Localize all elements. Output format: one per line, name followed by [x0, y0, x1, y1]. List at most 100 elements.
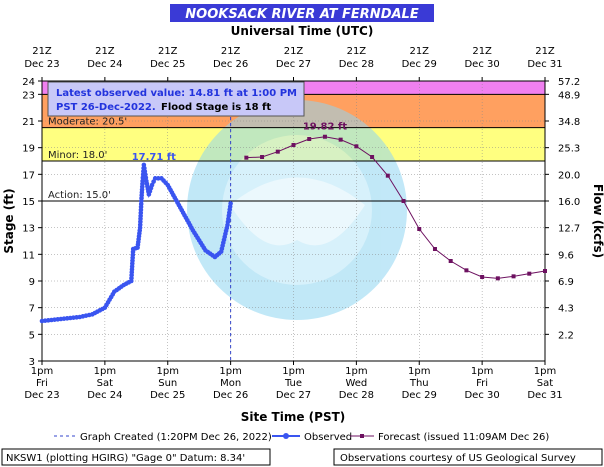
x-tick-label: Sun: [158, 378, 177, 389]
x-top-tick-label: Dec 31: [527, 59, 562, 70]
forecast-point: [354, 144, 359, 149]
flow-tick-label: 48.9: [558, 90, 580, 101]
footer-left-box: [1, 448, 271, 466]
forecast-point: [464, 268, 469, 273]
annotation-box: [47, 81, 305, 117]
forecast-point: [370, 155, 375, 159]
x-top-tick-label: Dec 24: [87, 59, 122, 70]
category-label-minor: Minor: 18.0': [48, 150, 107, 161]
x-top-tick-label: Dec 30: [464, 59, 499, 70]
y-tick-label: 7: [29, 304, 35, 315]
footer-right-box: [333, 448, 603, 466]
legend-forecast-marker: [360, 434, 364, 438]
chart-title: NOOKSACK RIVER AT FERNDALE: [185, 7, 419, 22]
forecast-point: [543, 269, 547, 273]
x-tick-label: 1pm: [157, 366, 179, 377]
x-tick-label: Dec 31: [527, 390, 562, 401]
flow-tick-label: 2.2: [558, 330, 574, 341]
forecast-point: [432, 247, 437, 251]
forecast-point: [527, 271, 532, 276]
latest-value-annotation: Latest observed value: 14.81 ft at 1:00 …: [47, 81, 305, 117]
observed-point: [152, 176, 158, 181]
noaa-watermark: [187, 100, 407, 320]
x-tick-label: 1pm: [282, 366, 304, 377]
x-tick-label: Dec 23: [24, 390, 59, 401]
flow-tick-label: 20.0: [558, 170, 580, 181]
footer: NKSW1 (plotting HGIRG) "Gage 0" Datum: 8…: [1, 448, 603, 466]
x-top-tick-label: Dec 28: [339, 59, 374, 70]
x-tick-label: Dec 27: [276, 390, 311, 401]
x-tick-label: 1pm: [534, 366, 556, 377]
title-banner: [170, 4, 434, 22]
x-top-tick-label: 21Z: [284, 46, 304, 57]
flow-tick-label: 9.6: [558, 250, 574, 261]
observed-point: [228, 201, 233, 206]
category-label-moderate: Moderate: 20.5': [48, 117, 127, 128]
observed-point: [156, 176, 161, 181]
x-top-tick-label: Dec 25: [150, 59, 185, 70]
y-tick-label: 21: [22, 117, 35, 128]
forecast-point: [401, 199, 406, 203]
forecast-point: [417, 227, 422, 231]
observed-series: [39, 162, 233, 324]
y-tick-labels: 3 5 7 9 11 13 15 17 19 21 23 24: [22, 77, 42, 368]
forecast-point: [338, 137, 343, 142]
forecast-point: [275, 149, 280, 154]
x-top-tick-label: 21Z: [32, 46, 52, 57]
x-tick-label: 1pm: [408, 366, 430, 377]
y-axis-title: Stage (ft): [2, 188, 16, 253]
x-top-tick-label: Dec 27: [276, 59, 311, 70]
x-tick-label: Dec 24: [87, 390, 122, 401]
x-tick-label: Wed: [345, 378, 367, 389]
forecast-series: [244, 134, 547, 281]
x-tick-label: 1pm: [345, 366, 367, 377]
forecast-peak-label: 19.82 ft: [303, 122, 347, 133]
y-tick-label: 9: [29, 277, 35, 288]
flow-tick-label: 25.3: [558, 144, 580, 155]
legend-forecast-label: Forecast (issued 11:09AM Dec 26): [378, 432, 549, 443]
flow-tick-label: 6.9: [558, 277, 574, 288]
footer-right-text: Observations courtesy of US Geological S…: [340, 453, 576, 464]
forecast-line: [246, 136, 546, 279]
annotation-line-2b: Flood Stage is 18 ft: [161, 102, 271, 113]
forecast-point: [260, 155, 265, 159]
forecast-point: [307, 137, 312, 141]
peak-annotations: 17.71 ft 19.82 ft: [132, 122, 348, 163]
legend-created-label: Graph Created (1:20PM Dec 26, 2022): [80, 432, 272, 443]
forecast-point: [448, 259, 453, 263]
x-tick-label: Fri: [476, 378, 488, 389]
forecast-point: [495, 276, 500, 281]
y-tick-label: 17: [22, 170, 35, 181]
x-top-tick-label: 21Z: [347, 46, 367, 57]
x-top-tick-label: 21Z: [409, 46, 429, 57]
flow-tick-label: 16.0: [558, 197, 580, 208]
observed-peak-label: 17.71 ft: [132, 152, 176, 163]
legend-observed-marker: [283, 433, 289, 439]
x-tick-label: Fri: [36, 378, 48, 389]
x-tick-label: Sat: [97, 378, 113, 389]
x-tick-label: 1pm: [31, 366, 53, 377]
x-tick-label: 1pm: [471, 366, 493, 377]
forecast-point: [385, 173, 390, 178]
x-top-tick-label: 21Z: [95, 46, 115, 57]
legend-observed-label: Observed: [304, 432, 352, 443]
x-tick-label: Dec 29: [402, 390, 437, 401]
y-tick-label: 15: [22, 197, 35, 208]
x-top-tick-label: 21Z: [472, 46, 492, 57]
y-tick-label: 11: [22, 250, 35, 261]
x-tick-label: 1pm: [94, 366, 116, 377]
forecast-point: [291, 143, 296, 147]
y-tick-label: 19: [22, 144, 35, 155]
x-top-tick-label: 21Z: [158, 46, 178, 57]
y-tick-label: 3: [29, 357, 35, 368]
x-top-tick-label: Dec 23: [24, 59, 59, 70]
y2-axis-title: Flow (kcfs): [591, 184, 604, 258]
forecast-point: [322, 134, 327, 139]
flow-tick-label: 57.2: [558, 77, 580, 88]
y-tick-label: 24: [22, 77, 35, 88]
x-tick-label: Dec 26: [213, 390, 248, 401]
x-tick-label: Dec 25: [150, 390, 185, 401]
x-tick-label: Thu: [409, 378, 429, 389]
flow-tick-labels: 57.2 48.9 34.8 25.3 20.0 16.0 12.7 9.6 6.9 4.3 2.2: [545, 77, 580, 341]
